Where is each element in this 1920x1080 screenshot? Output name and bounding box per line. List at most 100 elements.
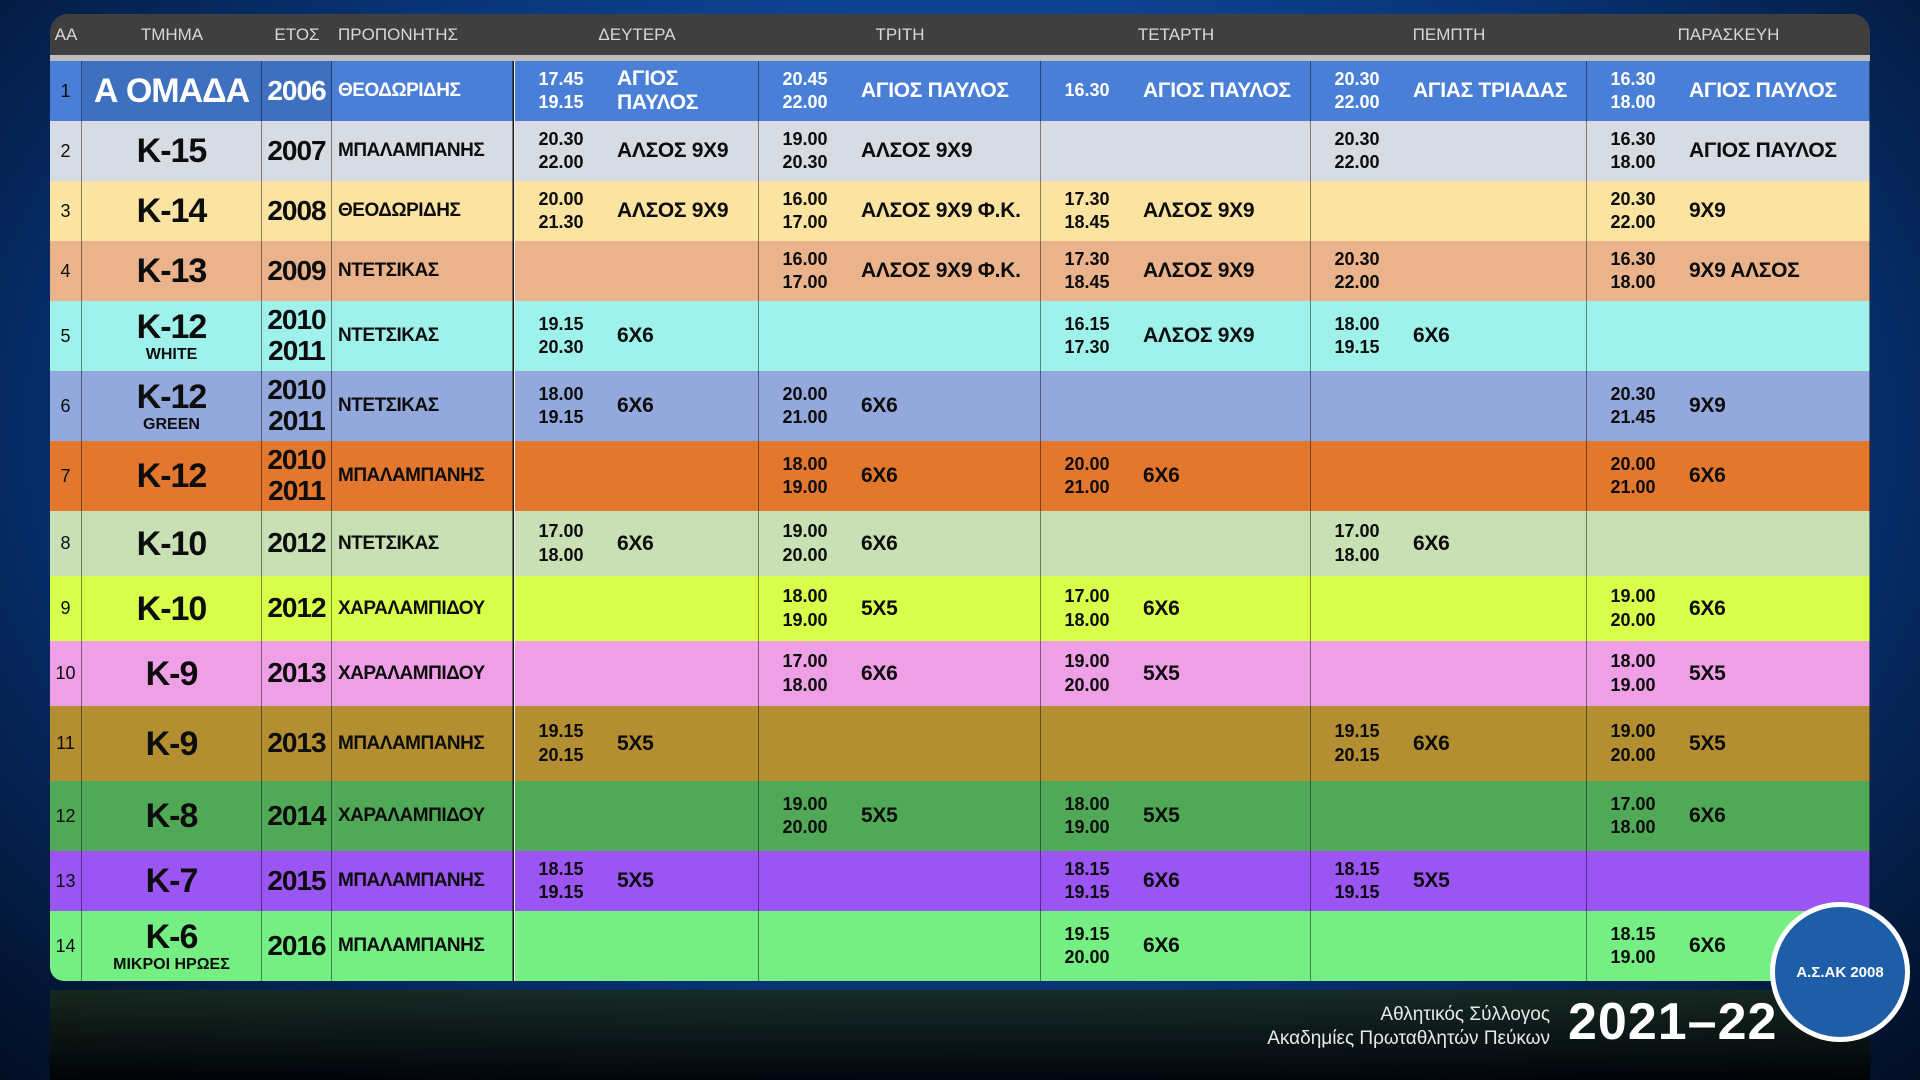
header-year: ΕΤΟΣ [262, 14, 332, 61]
slot-time: 19.00 [1610, 586, 1656, 607]
slot-venue: 6Χ6 [861, 394, 898, 417]
slot-time: 17.45 [538, 68, 584, 89]
slot-venue: 9Χ9 [1689, 199, 1726, 222]
club-line-1: Αθλητικός Σύλλογος [1380, 1004, 1550, 1025]
slot-cell: 19.00 20.00 6Χ6 [1587, 576, 1870, 641]
slot-time: 18.00 [1334, 544, 1380, 565]
slot-cell: 18.00 19.00 5Χ5 [1587, 641, 1870, 706]
slot-time: 19.15 [538, 721, 584, 742]
slot-cell: 19.00 20.00 5Χ5 [759, 781, 1041, 851]
slot-times: 17.30 18.45 [1059, 188, 1115, 235]
slot-time: 19.15 [1334, 337, 1380, 357]
slot-cell: 20.30 22.00 9Χ9 [1587, 181, 1870, 241]
slot-venue: 9Χ9 [1689, 394, 1726, 417]
slot-venue: 6Χ6 [1689, 804, 1726, 827]
club-logo-icon: Α.Σ.ΑΚ 2008 [1770, 902, 1910, 1042]
column-separator [513, 576, 514, 641]
slot-time: 17.30 [1064, 337, 1110, 357]
slot-cell [1311, 181, 1587, 241]
slot-time: 18.00 [782, 586, 828, 607]
slot-time: 19.00 [1610, 947, 1656, 967]
header-separator [513, 14, 514, 61]
coach-cell: ΧΑΡΑΛΑΜΠΙΔΟΥ [332, 641, 513, 706]
slot-time: 19.00 [1610, 674, 1656, 695]
slot-time: 20.00 [1064, 947, 1110, 967]
birth-year: 2013 [267, 657, 326, 689]
slot-cell: 18.00 19.15 6Χ6 [515, 371, 759, 441]
team-cell: Κ-12 WHITE [82, 301, 262, 371]
slot-venue: ΑΛΣΟΣ 9Χ9 [617, 199, 729, 222]
slot-cell [1311, 441, 1587, 511]
slot-venue: ΑΓΙΟΣ ΠΑΥΛΟΣ [1143, 79, 1291, 102]
slot-times: 19.00 20.00 [777, 520, 833, 567]
slot-time: 20.15 [1334, 744, 1380, 765]
column-separator [513, 511, 514, 576]
slot-cell [1311, 576, 1587, 641]
team-cell: Κ-10 [82, 511, 262, 576]
slot-time: 20.30 [1334, 248, 1380, 269]
team-cell: Κ-14 [82, 181, 262, 241]
slot-time: 20.00 [782, 383, 828, 404]
row-number: 5 [50, 301, 82, 371]
slot-time: 21.30 [538, 212, 584, 232]
team-name: Κ-7 [145, 862, 199, 900]
slot-time: 19.00 [782, 609, 828, 630]
slot-venue: ΑΛΣΟΣ 9Χ9 Φ.Κ. [861, 199, 1021, 222]
slot-time: 20.30 [1334, 68, 1380, 89]
slot-time: 20.00 [1610, 453, 1656, 474]
slot-cell: 16.30 18.00 ΑΓΙΟΣ ΠΑΥΛΟΣ [1587, 61, 1870, 121]
slot-cell: 20.30 22.00 [1311, 121, 1587, 181]
row-number: 8 [50, 511, 82, 576]
slot-times: 16.30 18.00 [1605, 248, 1661, 295]
slot-venue: 5Χ5 [1689, 661, 1726, 685]
slot-time: 20.00 [1064, 674, 1110, 695]
birth-year: 2011 [268, 475, 326, 506]
slot-time: 18.00 [782, 453, 828, 474]
row-number: 14 [50, 911, 82, 981]
slot-time: 18.15 [538, 858, 584, 879]
slot-venue: 6Χ6 [617, 531, 654, 555]
slot-times: 17.00 18.00 [1329, 520, 1385, 567]
slot-times: 19.15 20.00 [1059, 923, 1115, 970]
slot-venue: 5Χ5 [861, 804, 898, 827]
team-name: Κ-10 [136, 524, 208, 563]
birth-year: 2010 [267, 304, 326, 336]
year-cell: 2012 [262, 511, 332, 576]
schedule-grid: ΑΑ ΤΜΗΜΑ ΕΤΟΣ ΠΡΟΠΟΝΗΤΗΣ ΔΕΥΤΕΡΑ ΤΡΙΤΗ Τ… [50, 14, 1870, 981]
slot-time: 19.00 [782, 477, 828, 497]
slot-time: 17.00 [1064, 586, 1110, 607]
team-cell: Κ-9 [82, 706, 262, 781]
slot-time: 17.30 [1064, 188, 1110, 209]
team-subtitle: GREEN [143, 415, 200, 433]
slot-time: 18.00 [1610, 92, 1656, 112]
team-name: Κ-6 [145, 917, 199, 956]
slot-cell: 17.00 18.00 6Χ6 [515, 511, 759, 576]
slot-time: 22.00 [538, 152, 584, 172]
slot-time: 18.15 [1064, 858, 1110, 879]
year-cell: 2012 [262, 576, 332, 641]
slot-venue: 6Χ6 [617, 394, 654, 417]
slot-time: 16.30 [1610, 68, 1656, 89]
slot-cell: 16.30 18.00 9Χ9 ΑΛΣΟΣ [1587, 241, 1870, 301]
slot-time: 22.00 [1610, 212, 1656, 232]
slot-cell [1311, 911, 1587, 981]
slot-times: 19.15 20.15 [533, 720, 589, 767]
row-number: 2 [50, 121, 82, 181]
schedule-board: ΑΑ ΤΜΗΜΑ ΕΤΟΣ ΠΡΟΠΟΝΗΤΗΣ ΔΕΥΤΕΡΑ ΤΡΙΤΗ Τ… [50, 14, 1870, 981]
column-separator [513, 241, 514, 301]
year-cell: 2008 [262, 181, 332, 241]
slot-time: 20.00 [1610, 609, 1656, 630]
slot-cell [1587, 851, 1870, 911]
slot-venue: 6Χ6 [1689, 596, 1726, 620]
slot-times: 20.30 22.00 [533, 128, 589, 175]
team-cell: Κ-9 [82, 641, 262, 706]
slot-time: 18.00 [538, 544, 584, 565]
column-separator-gap [514, 706, 515, 781]
slot-times: 18.15 19.15 [1329, 858, 1385, 905]
header-day-thursday: ΠΕΜΠΤΗ [1311, 14, 1587, 61]
slot-time: 20.00 [1064, 453, 1110, 474]
slot-times: 20.00 21.00 [1059, 453, 1115, 500]
header-separator-gap [514, 14, 515, 61]
slot-venue: 6Χ6 [617, 324, 654, 347]
slot-venue: ΑΓΙΑΣ ΤΡΙΑΔΑΣ [1413, 79, 1568, 102]
